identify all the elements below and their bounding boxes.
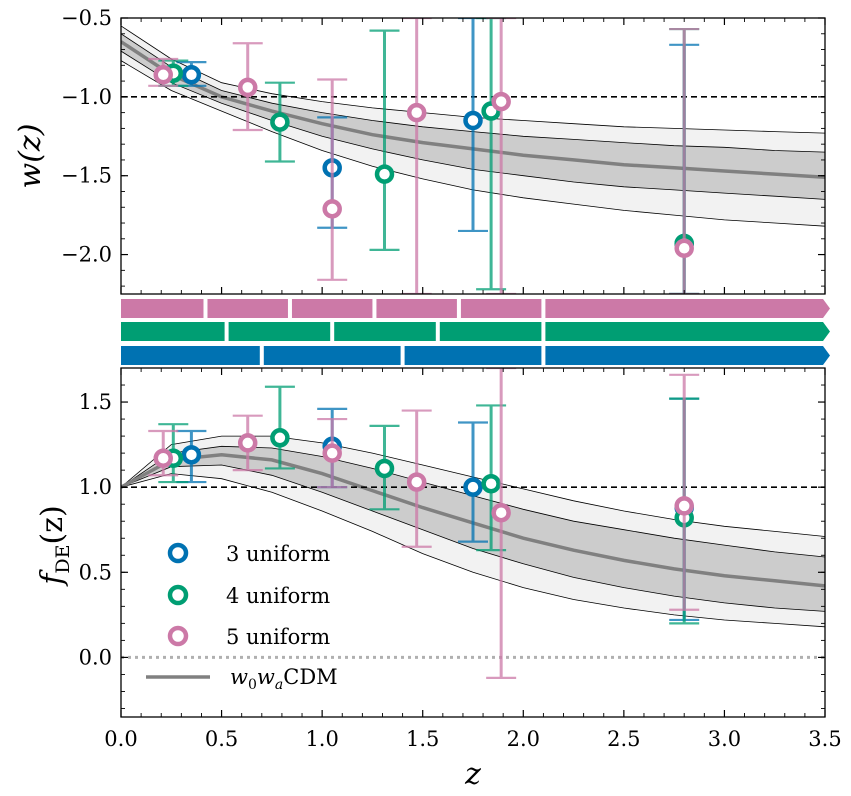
legend-wa-main: w [257,665,275,689]
bottom-xtick-label: 0.0 [104,727,137,751]
bin-strips [121,299,830,365]
bottom-ytick-label: 1.5 [79,390,112,414]
top-errorbar-5-uniform [486,18,517,294]
top-band-1sigma [121,33,825,200]
bottom-xtick-label: 0.5 [205,727,238,751]
bin-strip-segment-5-uniform [545,299,830,318]
top-point-5-uniform [153,65,173,85]
bin-strip-segment-3-uniform [263,346,401,365]
top-y-axis-label: w(z) [13,124,48,189]
x-axis-label: z [464,757,481,792]
top-point-4-uniform [270,112,290,132]
top-errorbar-4-uniform [369,29,400,251]
bin-strip-segment-3-uniform [121,346,260,365]
bin-strip-segment-4-uniform [545,322,830,341]
bottom-point-5-uniform [674,496,694,516]
top-errorbar-5-uniform [317,78,348,281]
bottom-errorbar-5-uniform [486,368,517,679]
bottom-errorbar-4-uniform [264,385,295,470]
bottom-panel-fde: 0.0 0.5 1.0 1.5 0.0 0.5 1.0 1.5 2.0 2.5 3.0 3.5 fDE… [35,367,842,792]
bin-strip-segment-4-uniform [439,322,542,341]
bottom-band-edge-lo1 [121,464,825,612]
bottom-point-3-uniform [463,477,483,497]
top-panel-wz: −2.0 −1.5 −1.0 −0.5 w(z) [13,6,826,295]
bottom-xtick-label: 3.0 [708,727,741,751]
bottom-axes-frame [120,367,826,718]
bottom-point-5-uniform [406,472,427,492]
bottom-point-4-uniform [270,428,290,448]
bin-strip-segment-5-uniform [207,299,288,318]
top-point-3-uniform [181,65,202,85]
legend-w0-sub: 0 [248,677,257,693]
bin-strip-segment-3-uniform [404,346,542,365]
bin-strip-segment-5-uniform [376,299,457,318]
bottom-ticks: 0.0 0.5 1.0 1.5 0.0 0.5 1.0 1.5 2.0 2.5 3.0 3.5 [79,367,842,751]
bottom-plot-area [121,368,825,679]
legend-label-5-uniform: 5 uniform [226,625,330,649]
bottom-y-axis-label-suffix: (z) [35,505,70,544]
bottom-y-axis-label: fDE(z) [35,505,74,586]
legend-label-4-uniform: 4 uniform [226,584,330,608]
top-point-5-uniform [674,238,694,259]
top-point-5-uniform [322,199,342,219]
top-point-5-uniform [491,91,511,112]
top-ytick-label: −1.0 [61,85,112,109]
legend-marker-4-uniform [167,584,189,606]
legend-cdm-text: CDM [283,665,337,689]
bin-strip-segment-5-uniform [460,299,542,318]
bin-strip-segment-5-uniform [291,299,373,318]
top-point-5-uniform [406,102,427,123]
bottom-point-4-uniform [481,474,501,494]
legend: 3 uniform 4 uniform 5 uniform w0waCDM [146,542,338,693]
legend-label-w0wa-cdm: w0waCDM [230,665,338,693]
legend-marker-3-uniform [167,542,189,564]
bottom-xtick-label: 2.0 [507,727,540,751]
top-axes-frame [120,17,826,295]
top-point-5-uniform [237,77,258,98]
bottom-point-5-uniform [491,502,511,523]
bin-strip-segment-4-uniform [228,322,331,341]
bottom-y-axis-label-sub: DE [52,545,74,574]
bin-strip-segment-4-uniform [334,322,436,341]
top-ytick-label: −2.0 [61,243,112,267]
bottom-errorbar-5-uniform [669,373,700,611]
bottom-point-5-uniform [153,448,173,468]
top-point-4-uniform [374,164,395,184]
bottom-xtick-label: 1.5 [406,727,439,751]
top-ytick-label: −1.5 [61,164,112,188]
bottom-point-5-uniform [237,433,258,453]
bottom-xtick-label: 1.0 [305,727,338,751]
bottom-point-3-uniform [181,445,202,465]
bottom-xtick-label: 3.5 [808,727,841,751]
top-errorbar-5-uniform [401,18,432,294]
legend-wa-sub: a [275,677,283,693]
top-ticks: −2.0 −1.5 −1.0 −0.5 [61,6,826,294]
legend-marker-5-uniform [167,625,189,647]
bin-strip-segment-3-uniform [545,346,830,365]
legend-label-3-uniform: 3 uniform [226,542,330,566]
legend-w0-main: w [230,665,248,689]
bin-strip-segment-5-uniform [121,299,204,318]
top-point-3-uniform [463,110,483,131]
top-plot-area [121,18,825,294]
bottom-ytick-label: 0.0 [79,645,112,669]
bottom-ytick-label: 0.5 [79,560,112,584]
top-ytick-label: −0.5 [61,6,112,30]
bottom-ytick-label: 1.0 [79,475,112,499]
bottom-point-4-uniform [374,458,395,479]
bottom-band-edge-lo2 [121,473,825,628]
bottom-point-5-uniform [322,443,342,463]
bin-strip-segment-4-uniform [121,322,225,341]
bottom-xtick-label: 2.5 [607,727,640,751]
